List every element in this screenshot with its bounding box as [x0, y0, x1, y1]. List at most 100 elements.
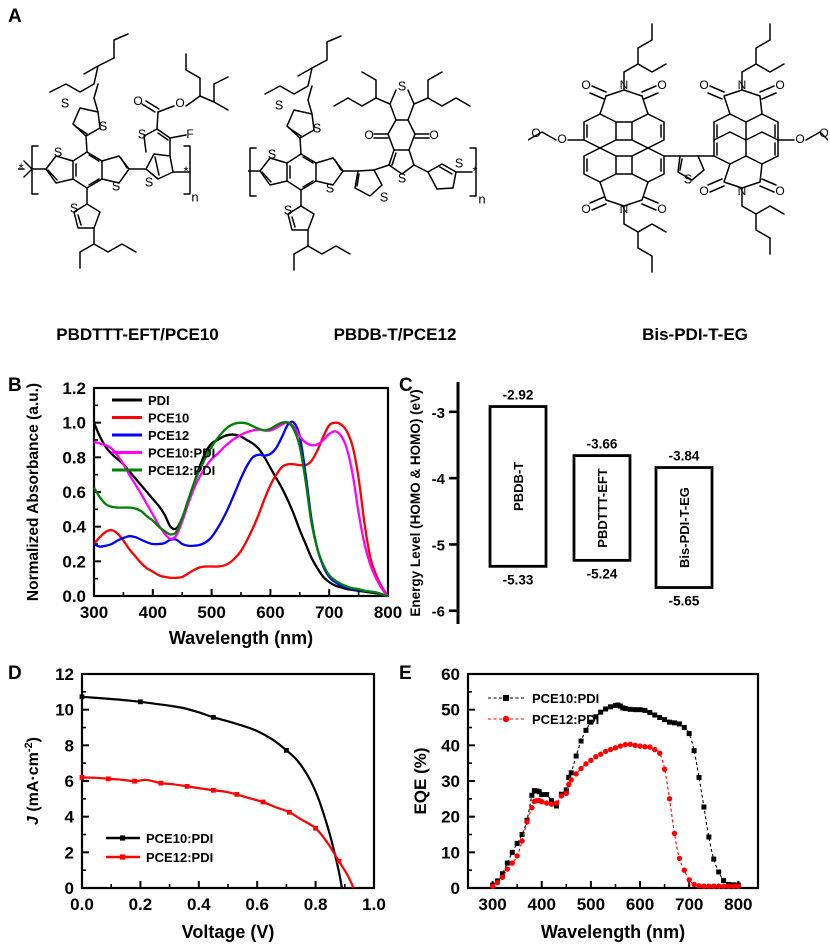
data-marker [519, 838, 525, 844]
x-tick-label: 0.4 [187, 895, 211, 914]
legend-marker [120, 854, 126, 860]
x-tick-label: 0.0 [70, 895, 94, 914]
x-axis-label: Wavelength (nm) [541, 922, 685, 942]
y-tick-label: 0.2 [62, 552, 86, 571]
data-marker [211, 787, 216, 793]
svg-text:O: O [133, 94, 142, 108]
y-tick-label: 40 [441, 736, 460, 755]
svg-text:O: O [557, 132, 566, 146]
panel-letter-a: A [8, 6, 22, 27]
data-marker [260, 799, 266, 805]
data-marker [509, 849, 515, 855]
y-tick-label: 6 [65, 772, 74, 791]
svg-text:S: S [99, 119, 107, 133]
data-marker [593, 754, 599, 760]
y-tick-label: 30 [441, 772, 460, 791]
panel-letter-d: D [8, 663, 22, 684]
data-marker [735, 883, 742, 889]
data-marker [671, 830, 678, 837]
series-line [93, 421, 389, 597]
data-marker [494, 879, 501, 886]
y-tick-label: 4 [65, 808, 75, 827]
plot-frame [92, 386, 390, 598]
data-marker [499, 874, 506, 880]
y-tick-label: -3 [432, 405, 445, 422]
data-marker [499, 871, 505, 877]
svg-text:N: N [620, 78, 629, 92]
svg-text:S: S [684, 172, 692, 186]
data-marker [568, 770, 574, 776]
data-marker [573, 753, 579, 759]
svg-text:O: O [581, 78, 590, 92]
y-tick-label: 20 [441, 808, 460, 827]
data-marker [509, 860, 515, 866]
svg-text:S: S [61, 96, 69, 110]
data-marker [588, 719, 594, 725]
data-marker [514, 853, 520, 859]
y-tick-label: -4 [432, 471, 446, 488]
y-tick-label: -6 [432, 604, 445, 621]
data-marker [593, 714, 599, 720]
svg-text:O: O [581, 202, 590, 216]
bar-label: PBDB-T [511, 462, 526, 511]
data-marker [544, 792, 550, 798]
data-marker [607, 746, 614, 753]
svg-text:O: O [429, 128, 438, 142]
data-marker [566, 774, 572, 780]
data-marker [612, 745, 619, 751]
data-marker [549, 798, 555, 804]
x-tick-label: 0.8 [304, 895, 328, 914]
data-marker [568, 777, 574, 783]
data-marker [286, 809, 292, 815]
chart-jv-curves: 0.0 0.2 0.4 0.6 0.8 1.0 0 2 4 6 8 10 12 Voltage (V) J … [23, 665, 386, 942]
y-tick-label: 0 [451, 879, 460, 898]
series-line [81, 776, 355, 889]
structure-pbdttt-eft: S S S S S S S O O F n * * [18, 33, 229, 269]
svg-text:O: O [775, 78, 784, 92]
data-marker [105, 776, 111, 782]
data-marker [661, 766, 668, 772]
data-marker [578, 765, 584, 772]
y-tick-label: 0.0 [62, 587, 86, 606]
data-marker [627, 741, 633, 747]
legend-label: PCE10:PDI [532, 691, 599, 706]
data-marker [184, 783, 190, 789]
legend-marker [502, 715, 510, 723]
data-marker [132, 778, 137, 784]
data-marker [647, 710, 653, 716]
data-marker [706, 883, 712, 889]
svg-text:*: * [472, 163, 477, 178]
y-tick-label: 10 [55, 701, 74, 720]
svg-text:O: O [795, 132, 804, 146]
data-marker [711, 856, 717, 862]
data-marker [627, 706, 633, 712]
data-marker [608, 704, 614, 710]
data-marker [514, 840, 520, 846]
data-marker [588, 757, 594, 764]
data-marker [632, 742, 638, 749]
legend-marker [120, 835, 126, 841]
legend-label: PCE12:PDI [146, 850, 213, 865]
x-tick-label: 300 [478, 895, 506, 914]
svg-text:O: O [531, 126, 540, 140]
data-marker [529, 792, 535, 798]
energy-bar [488, 405, 548, 568]
data-marker [211, 714, 216, 720]
data-marker [536, 789, 542, 795]
y-tick-label: 0 [65, 879, 74, 898]
x-axis-label: Voltage (V) [182, 922, 275, 942]
data-marker [667, 719, 673, 725]
panel-letter-b: B [8, 375, 22, 396]
data-marker [701, 883, 707, 889]
x-tick-label: 500 [577, 895, 605, 914]
data-marker [79, 694, 85, 700]
data-marker [691, 881, 697, 888]
data-marker [578, 738, 584, 744]
svg-text:O: O [775, 184, 784, 198]
svg-text:O: O [657, 202, 666, 216]
data-marker [524, 819, 530, 825]
series-line [492, 743, 739, 887]
energy-bar [572, 454, 632, 562]
svg-text:S: S [380, 190, 388, 204]
series-line [81, 695, 343, 889]
